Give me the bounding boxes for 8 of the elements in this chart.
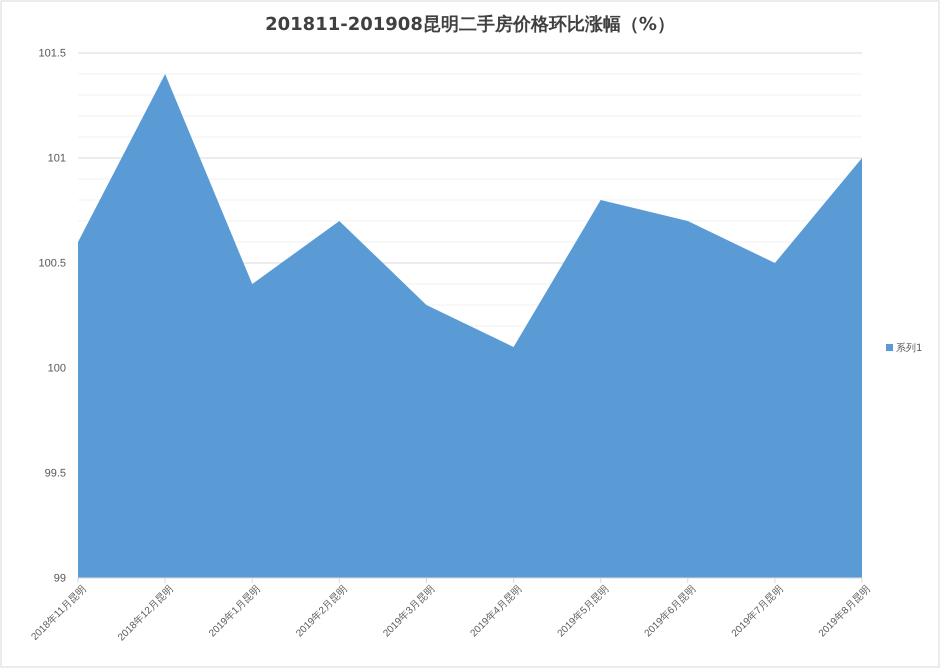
y-tick-label: 100.5: [38, 258, 66, 270]
y-tick-label: 100: [48, 362, 66, 375]
y-tick-label: 101.5: [38, 48, 66, 60]
chart-title: 201811-201908昆明二手房价格环比涨幅（%）: [265, 14, 675, 35]
y-tick-label: 99: [54, 572, 66, 585]
y-tick-label: 99.5: [44, 468, 66, 480]
legend-label: 系列1: [896, 342, 922, 354]
y-tick-label: 101: [48, 152, 66, 165]
